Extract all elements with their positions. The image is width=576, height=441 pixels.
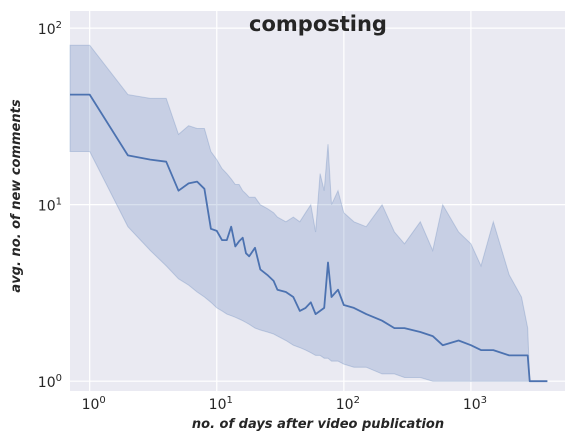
x-tick-label: 100 [82, 395, 106, 413]
grid [70, 11, 565, 391]
x-tick-label: 101 [209, 395, 233, 413]
y-tick-labels: 100 101 102 [38, 20, 62, 391]
x-axis-label: no. of days after video publication [192, 417, 444, 432]
y-axis-label: avg. no. of new comments [9, 99, 24, 292]
x-tick-labels: 100 101 102 103 [82, 395, 487, 413]
y-tick-label: 101 [38, 197, 62, 215]
x-tick-label: 103 [463, 395, 487, 413]
x-tick-label: 102 [336, 395, 360, 413]
plot-background [70, 11, 565, 391]
y-tick-label: 100 [38, 373, 62, 391]
series-line [70, 93, 548, 383]
chart-title: composting [249, 12, 387, 36]
y-tick-label: 102 [38, 20, 62, 38]
